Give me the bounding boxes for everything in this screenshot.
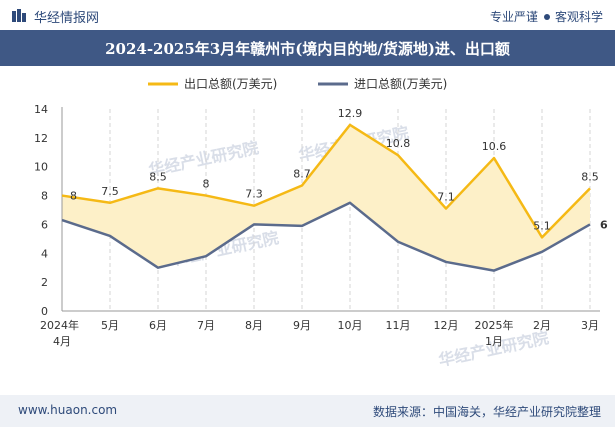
logo-icon [12,9,26,22]
x-tick-label: 1月 [485,335,503,348]
y-tick-label: 14 [34,103,48,116]
data-label-export: 8 [70,190,77,203]
tagline: 专业严谨 客观科学 [490,8,603,25]
y-tick-label: 2 [41,276,48,289]
x-tick-label: 11月 [386,319,411,332]
series-line-export [61,123,591,239]
title-bar: 2024-2025年3月年赣州市(境内目的地/货源地)进、出口额 [0,30,615,66]
y-tick-label: 12 [34,132,48,145]
tagline-left: 专业严谨 [489,10,538,24]
chart-title: 2024-2025年3月年赣州市(境内目的地/货源地)进、出口额 [105,40,510,58]
data-label-export: 10.8 [386,137,411,150]
line-chart: 华经产业研究院华经产业研究院华经产业研究院华经产业研究院华经产业研究院出口总额(… [34,77,608,370]
x-tick-label: 3月 [581,319,599,332]
y-tick-label: 4 [41,247,48,260]
data-label-export: 7.3 [245,188,263,201]
data-label-export: 7.5 [101,185,119,198]
data-label-export: 7.1 [437,191,455,204]
data-label-export: 12.9 [338,107,363,120]
y-tick-label: 6 [41,218,48,231]
x-tick-label: 2025年 [475,318,514,332]
legend-label-import: 进口总额(万美元) [354,77,447,91]
x-tick-label: 8月 [245,319,263,332]
x-tick-label: 4月 [53,335,71,348]
logo-text: 华经情报网 [34,11,100,26]
y-tick-label: 10 [34,161,48,174]
data-label-export: 10.6 [482,140,507,153]
data-label-export: 8.7 [293,167,311,180]
top-bar: 华经情报网 专业严谨 客观科学 [0,0,615,30]
x-tick-label: 6月 [149,319,167,332]
x-tick-label: 5月 [101,319,119,332]
x-tick-label: 10月 [338,319,363,332]
x-tick-label: 12月 [434,319,459,332]
y-tick-label: 0 [41,305,48,318]
site-url: www.huaon.com [18,403,118,417]
data-label-export: 8.5 [581,170,599,183]
y-tick-label: 8 [41,190,48,203]
x-tick-label: 2024年 [40,318,79,332]
source-note: 数据来源：中国海关，华经产业研究院整理 [372,405,601,419]
data-label-export: 8.5 [149,170,167,183]
legend-label-export: 出口总额(万美元) [184,77,277,91]
dot-icon [543,13,550,20]
x-tick-label: 7月 [197,319,215,332]
data-label-export: 8 [203,178,210,191]
data-label-export: 5.1 [533,219,551,232]
tagline-right: 客观科学 [554,10,603,24]
series-line-import [61,201,591,272]
bottom-bar: www.huaon.com 数据来源：中国海关，华经产业研究院整理 [0,395,615,427]
x-tick-label: 2月 [533,319,551,332]
area-between-series [62,124,590,271]
x-tick-label: 9月 [293,319,311,332]
data-label-import: 6 [600,218,608,231]
